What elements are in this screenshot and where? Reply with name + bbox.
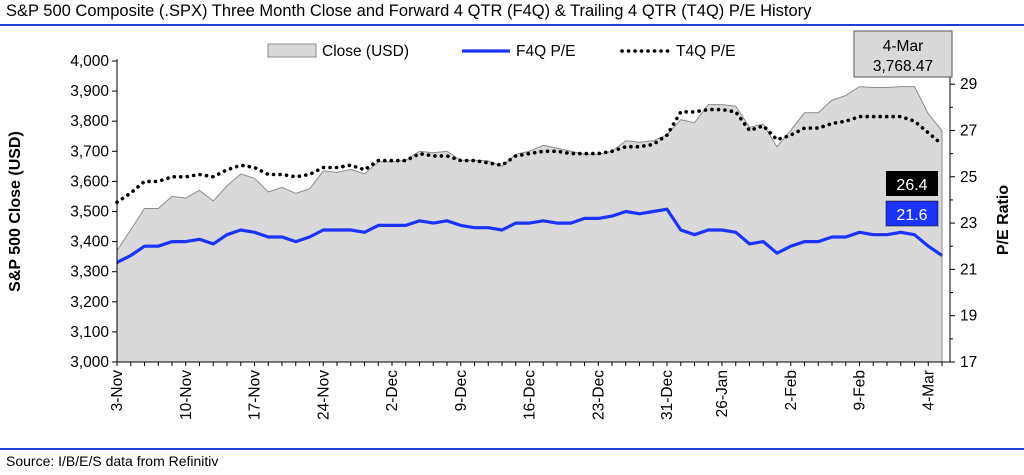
t4q-last-value-label: 26.4 <box>896 177 927 194</box>
x-tick-label: 16-Dec <box>522 370 539 420</box>
x-tick-label: 31-Dec <box>659 370 676 420</box>
left-tick-label: 3,700 <box>70 143 109 160</box>
x-tick-label: 23-Dec <box>590 370 607 420</box>
footer-rule <box>0 448 1024 450</box>
x-tick-label: 2-Dec <box>384 370 401 412</box>
t4q-last-value-box <box>886 171 938 196</box>
left-tick-label: 3,300 <box>70 264 109 281</box>
header-rule <box>0 24 1024 26</box>
right-tick-label: 19 <box>960 308 977 325</box>
legend-f4q-label: F4Q P/E <box>516 43 575 60</box>
left-tick-label: 3,500 <box>70 204 109 221</box>
left-tick-label: 3,600 <box>70 173 109 190</box>
f4q-pe-line <box>116 207 943 264</box>
date-callout-box <box>853 30 953 78</box>
legend-close-swatch <box>267 43 317 58</box>
x-tick-label: 17-Nov <box>247 370 264 420</box>
x-tick-label: 3-Nov <box>109 370 126 412</box>
x-tick-label: 9-Feb <box>852 370 869 411</box>
legend-close-label: Close (USD) <box>322 43 409 60</box>
right-tick-label: 25 <box>960 169 977 186</box>
right-tick-label: 17 <box>960 354 977 371</box>
legend-t4q-label: T4Q P/E <box>676 43 735 60</box>
left-tick-label: 3,100 <box>70 324 109 341</box>
x-tick-label: 24-Nov <box>315 370 332 420</box>
t4q-pe-line <box>115 107 944 204</box>
right-tick-label: 29 <box>960 76 977 93</box>
x-tick-label: 4-Mar <box>920 370 937 410</box>
left-tick-label: 3,900 <box>70 83 109 100</box>
right-axis-title: P/E Ratio <box>995 185 1012 255</box>
left-tick-label: 3,000 <box>70 354 109 371</box>
left-tick-label: 3,800 <box>70 113 109 130</box>
x-tick-label: 9-Dec <box>453 370 470 412</box>
x-tick-label: 2-Feb <box>783 370 800 411</box>
right-tick-label: 27 <box>960 122 977 139</box>
right-tick-label: 21 <box>960 261 977 278</box>
chart-title: S&P 500 Composite (.SPX) Three Month Clo… <box>6 2 812 20</box>
left-axis-title: S&P 500 Close (USD) <box>7 131 24 292</box>
left-tick-label: 3,200 <box>70 294 109 311</box>
left-tick-label: 4,000 <box>70 53 109 70</box>
date-callout-value: 3,768.47 <box>873 58 933 75</box>
left-tick-label: 3,400 <box>70 234 109 251</box>
x-tick-label: 10-Nov <box>178 370 195 420</box>
x-tick-label: 26-Jan <box>714 370 731 417</box>
date-callout-date: 4-Mar <box>883 38 923 55</box>
f4q-last-value-label: 21.6 <box>896 207 927 224</box>
source-note: Source: I/B/E/S data from Refinitiv <box>6 453 219 469</box>
right-tick-label: 23 <box>960 215 977 232</box>
f4q-last-value-box <box>885 200 939 227</box>
